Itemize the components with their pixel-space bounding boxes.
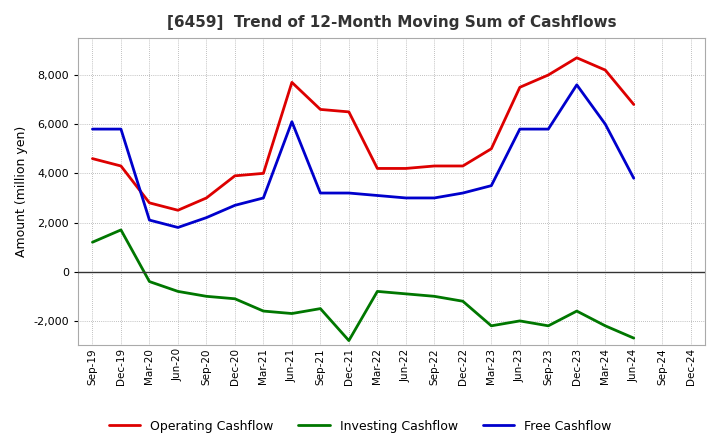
Investing Cashflow	[345, 338, 354, 343]
Free Cashflow	[345, 191, 354, 196]
Free Cashflow	[316, 191, 325, 196]
Investing Cashflow	[88, 239, 96, 245]
Operating Cashflow	[259, 171, 268, 176]
Investing Cashflow	[202, 293, 211, 299]
Investing Cashflow	[459, 299, 467, 304]
Free Cashflow	[601, 121, 610, 127]
Operating Cashflow	[487, 146, 495, 151]
Operating Cashflow	[230, 173, 239, 179]
Investing Cashflow	[430, 293, 438, 299]
Investing Cashflow	[572, 308, 581, 314]
Operating Cashflow	[202, 195, 211, 201]
Investing Cashflow	[117, 227, 125, 233]
Investing Cashflow	[287, 311, 296, 316]
Operating Cashflow	[459, 163, 467, 169]
Free Cashflow	[373, 193, 382, 198]
Free Cashflow	[174, 225, 182, 230]
Operating Cashflow	[345, 109, 354, 114]
Free Cashflow	[287, 119, 296, 125]
Operating Cashflow	[145, 200, 154, 205]
Investing Cashflow	[402, 291, 410, 297]
Operating Cashflow	[316, 107, 325, 112]
Free Cashflow	[402, 195, 410, 201]
Investing Cashflow	[145, 279, 154, 284]
Free Cashflow	[629, 176, 638, 181]
Investing Cashflow	[230, 296, 239, 301]
Free Cashflow	[516, 126, 524, 132]
Operating Cashflow	[88, 156, 96, 161]
Free Cashflow	[117, 126, 125, 132]
Investing Cashflow	[259, 308, 268, 314]
Line: Investing Cashflow: Investing Cashflow	[92, 230, 634, 341]
Investing Cashflow	[629, 335, 638, 341]
Line: Operating Cashflow: Operating Cashflow	[92, 58, 634, 210]
Y-axis label: Amount (million yen): Amount (million yen)	[15, 126, 28, 257]
Free Cashflow	[459, 191, 467, 196]
Operating Cashflow	[544, 72, 553, 77]
Free Cashflow	[487, 183, 495, 188]
Free Cashflow	[572, 82, 581, 88]
Operating Cashflow	[629, 102, 638, 107]
Free Cashflow	[202, 215, 211, 220]
Free Cashflow	[88, 126, 96, 132]
Operating Cashflow	[516, 84, 524, 90]
Operating Cashflow	[287, 80, 296, 85]
Title: [6459]  Trend of 12-Month Moving Sum of Cashflows: [6459] Trend of 12-Month Moving Sum of C…	[167, 15, 616, 30]
Investing Cashflow	[516, 318, 524, 323]
Free Cashflow	[230, 203, 239, 208]
Operating Cashflow	[402, 166, 410, 171]
Investing Cashflow	[174, 289, 182, 294]
Investing Cashflow	[544, 323, 553, 329]
Investing Cashflow	[601, 323, 610, 329]
Free Cashflow	[544, 126, 553, 132]
Operating Cashflow	[572, 55, 581, 60]
Operating Cashflow	[174, 208, 182, 213]
Investing Cashflow	[487, 323, 495, 329]
Operating Cashflow	[430, 163, 438, 169]
Free Cashflow	[430, 195, 438, 201]
Operating Cashflow	[117, 163, 125, 169]
Operating Cashflow	[373, 166, 382, 171]
Free Cashflow	[259, 195, 268, 201]
Free Cashflow	[145, 217, 154, 223]
Operating Cashflow	[601, 67, 610, 73]
Legend: Operating Cashflow, Investing Cashflow, Free Cashflow: Operating Cashflow, Investing Cashflow, …	[104, 414, 616, 437]
Line: Free Cashflow: Free Cashflow	[92, 85, 634, 227]
Investing Cashflow	[373, 289, 382, 294]
Investing Cashflow	[316, 306, 325, 311]
